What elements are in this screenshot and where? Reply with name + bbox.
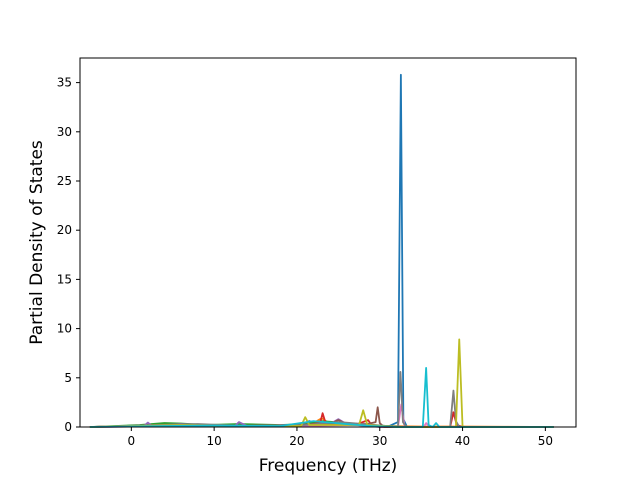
x-tick-label: 50 [538, 434, 553, 448]
x-tick-label: 30 [372, 434, 387, 448]
y-tick-label: 5 [64, 371, 72, 385]
series-lines [89, 73, 554, 428]
y-tick-label: 0 [64, 420, 72, 434]
x-tick-label: 10 [207, 434, 222, 448]
axis-ticks: 0 10 20 30 40 50 0 5 10 15 20 25 30 35 [57, 76, 553, 448]
y-tick-label: 30 [57, 125, 72, 139]
y-tick-label: 15 [57, 272, 72, 286]
x-axis-label: Frequency (THz) [259, 456, 398, 476]
y-tick-label: 20 [57, 223, 72, 237]
series-line-1 [89, 73, 554, 428]
y-tick-label: 10 [57, 322, 72, 336]
plot-frame [79, 57, 577, 428]
x-tick-label: 20 [289, 434, 304, 448]
x-tick-label: 0 [128, 434, 136, 448]
y-tick-label: 35 [57, 76, 72, 90]
x-tick-label: 40 [455, 434, 470, 448]
y-axis-label: Partial Density of States [27, 140, 47, 345]
y-tick-label: 25 [57, 174, 72, 188]
